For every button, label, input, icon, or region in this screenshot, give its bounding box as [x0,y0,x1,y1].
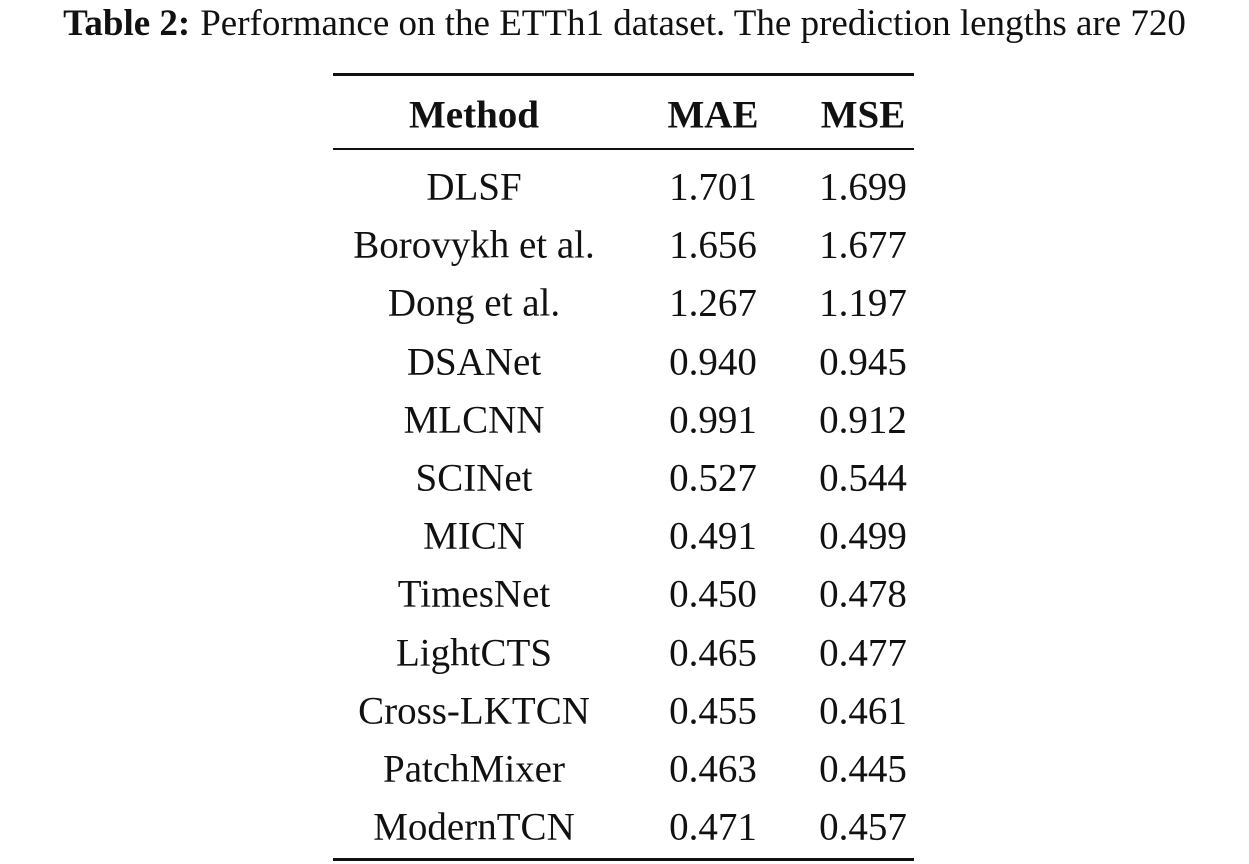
method-cell: MICN [423,514,525,558]
top-rule [333,73,914,76]
method-cell: SCINet [415,456,533,500]
value-cell: 0.991 [669,398,757,442]
method-cell: LightCTS [395,631,553,675]
value-cell: 0.461 [819,689,907,733]
value-cell: 0.455 [669,689,757,733]
value-cell: 1.197 [819,281,907,325]
value-cell: 0.527 [669,456,757,500]
method-cell: TimesNet [397,572,551,616]
caption-text: Performance on the ETTh1 dataset. The pr… [200,3,1186,44]
mid-rule [333,148,914,150]
value-cell: 0.499 [819,514,907,558]
bottom-rule [333,858,914,861]
value-cell: 0.471 [669,805,757,849]
value-cell: 0.463 [669,747,757,791]
method-cell: MLCNN [403,398,545,442]
value-cell: 0.445 [819,747,907,791]
caption-label: Table 2: [63,3,191,44]
method-cell: DSANet [406,340,542,384]
value-cell: 1.677 [819,223,907,267]
value-cell: 0.465 [669,631,757,675]
value-cell: 1.267 [669,281,757,325]
method-cell: Cross-LKTCN [358,689,590,733]
caption: Table 2: Performance on the ETTh1 dataset… [0,2,1249,45]
header-cell: MSE [820,93,906,137]
value-cell: 0.940 [669,340,757,384]
method-cell: DLSF [426,165,522,209]
method-cell: PatchMixer [383,747,565,791]
value-cell: 0.450 [669,572,757,616]
value-cell: 0.491 [669,514,757,558]
value-cell: 1.701 [669,165,757,209]
value-cell: 0.478 [819,572,907,616]
value-cell: 0.945 [819,340,907,384]
value-cell: 0.457 [819,805,907,849]
value-cell: 0.477 [819,631,907,675]
method-cell: Dong et al. [387,281,561,325]
value-cell: 0.544 [819,456,907,500]
method-cell: Borovykh et al. [353,223,595,267]
method-cell: ModernTCN [373,805,575,849]
header-cell: MAE [667,93,759,137]
value-cell: 0.912 [819,398,907,442]
value-cell: 1.656 [669,223,757,267]
header-cell: Method [409,93,539,137]
value-cell: 1.699 [819,165,907,209]
